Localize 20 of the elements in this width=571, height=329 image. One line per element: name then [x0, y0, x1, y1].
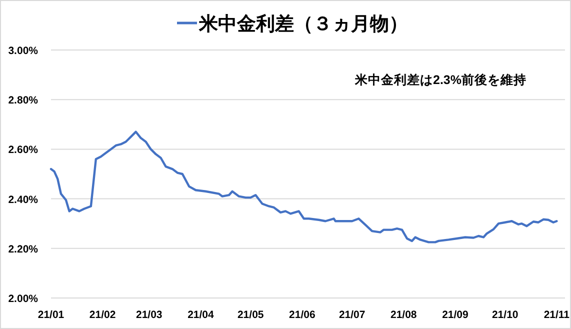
x-tick-label: 21/06: [289, 309, 316, 321]
x-tick-label: 21/11: [544, 309, 570, 321]
x-tick-label: 21/01: [38, 309, 64, 321]
y-tick-label: 2.20%: [8, 243, 39, 256]
x-tick-label: 21/02: [89, 309, 116, 321]
y-tick-label: 3.00%: [8, 45, 39, 57]
x-tick-label: 21/07: [338, 309, 366, 321]
y-tick-label: 2.60%: [8, 144, 39, 156]
x-tick-label: 21/10: [492, 309, 518, 321]
x-tick-label: 21/09: [442, 309, 469, 321]
x-tick-label: 21/05: [237, 309, 264, 321]
y-tick-label: 2.80%: [8, 94, 39, 107]
legend-label: 米中金利差（３ヵ月物）: [198, 13, 408, 35]
y-tick-label: 2.40%: [8, 194, 39, 206]
annotation: 米中金利差は2.3%前後を維持: [354, 72, 526, 87]
y-tick-label: 2.00%: [8, 293, 39, 305]
x-tick-label: 21/04: [188, 309, 214, 321]
line-series: [50, 130, 558, 244]
x-tick-label: 21/03: [136, 309, 162, 321]
x-tick-label: 21/08: [390, 309, 417, 321]
